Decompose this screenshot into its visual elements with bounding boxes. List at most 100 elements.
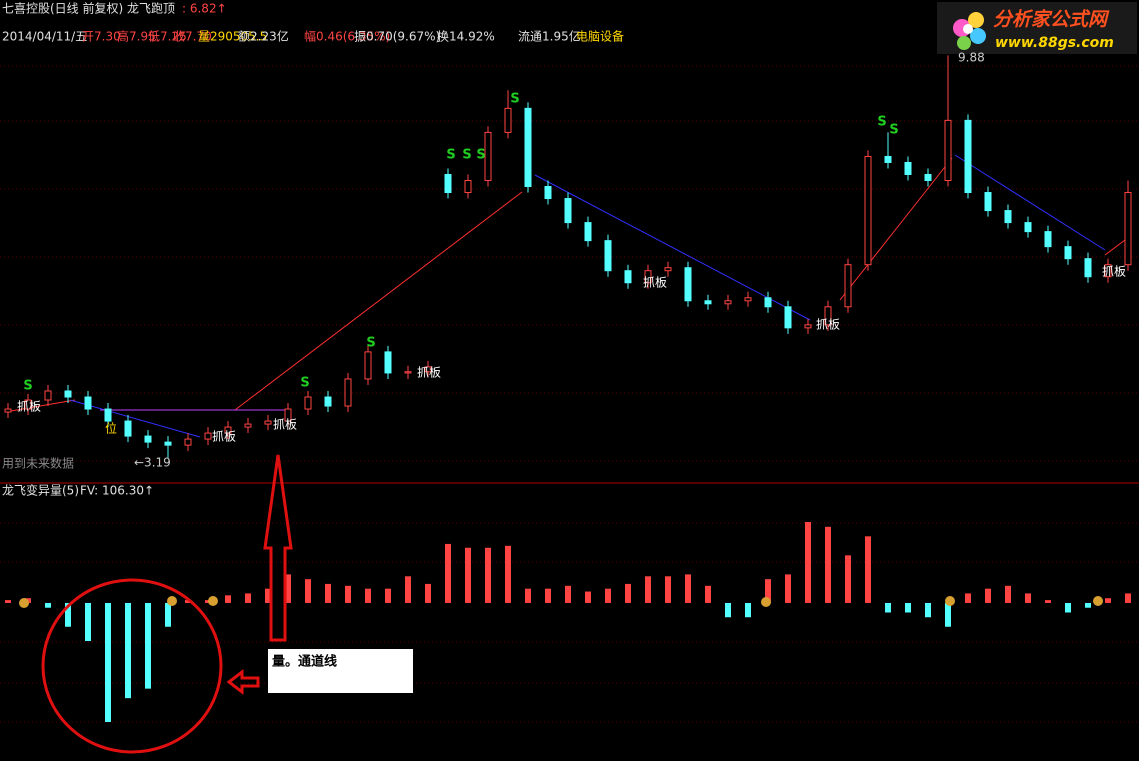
bar <box>125 602 131 699</box>
bar <box>705 585 711 603</box>
position-label: 位 <box>105 421 117 436</box>
candle-body <box>404 371 412 374</box>
candle-body <box>624 270 632 284</box>
info-item: 量290505.5 <box>198 30 267 44</box>
info-item: 高7.95 <box>117 29 156 44</box>
money-icons <box>19 596 1103 608</box>
low-label: ←3.19 <box>134 456 171 470</box>
info-item: 开7.30 <box>82 30 121 44</box>
bar <box>1085 602 1091 608</box>
candle-body <box>724 300 732 305</box>
candle-body <box>204 432 212 440</box>
bar <box>525 588 531 603</box>
signal: S <box>476 148 485 163</box>
bar <box>605 588 611 603</box>
info-item: 换14.92% <box>437 30 495 44</box>
bar <box>265 588 271 603</box>
signal: S <box>23 379 32 394</box>
candle-body <box>1104 264 1112 278</box>
bar <box>845 555 851 603</box>
bar <box>825 526 831 603</box>
bar <box>1025 593 1031 603</box>
candle-body <box>264 420 272 425</box>
bar <box>785 574 791 603</box>
candle-body <box>244 423 252 428</box>
candle-body <box>424 366 432 373</box>
bar <box>445 543 451 603</box>
bar <box>385 588 391 603</box>
bar <box>585 591 591 603</box>
bar <box>405 576 411 603</box>
bar <box>465 547 471 603</box>
bar <box>305 579 311 603</box>
indicator-value: FV: 106.30↑ <box>80 484 154 498</box>
candle-body <box>844 264 852 308</box>
info-item: 低7.25 <box>148 30 187 44</box>
bar <box>45 602 51 608</box>
candle-body <box>804 324 812 329</box>
candle-body <box>284 408 292 422</box>
bar <box>65 602 71 627</box>
bar <box>345 585 351 603</box>
candle-body <box>704 300 712 305</box>
bar <box>645 576 651 603</box>
chart-title: 七喜控股(日线 前复权) 龙飞跑顶 <box>2 1 175 16</box>
signal: S <box>877 115 886 130</box>
note: 量。通道线 <box>272 654 337 670</box>
candle-body <box>324 396 332 407</box>
signal: S <box>889 123 898 138</box>
bar <box>545 588 551 603</box>
signal: S <box>510 92 519 107</box>
candle-body <box>924 173 932 182</box>
signal: S <box>366 336 375 351</box>
candle-body <box>984 192 992 212</box>
bar <box>1065 602 1071 613</box>
candle-body <box>524 107 532 188</box>
candle-body <box>1064 246 1072 260</box>
signal: S <box>300 376 309 391</box>
candle-body <box>604 240 612 272</box>
candle-body <box>44 390 52 401</box>
bar <box>5 600 11 603</box>
bar <box>665 576 671 603</box>
bar <box>985 588 991 603</box>
candle-body <box>484 131 492 182</box>
bar <box>1005 585 1011 603</box>
logo: 分析家公式网 www.88gs.com <box>937 2 1137 54</box>
candle-body <box>1124 192 1132 266</box>
candle-body <box>464 180 472 194</box>
candle-body <box>224 426 232 434</box>
candle-body <box>584 222 592 242</box>
info-bar: 2014/04/11/五开7.30高7.95低7.25收7.70量290505.… <box>2 29 624 44</box>
bar <box>685 574 691 603</box>
candle-body <box>564 198 572 224</box>
candle-body <box>1044 231 1052 248</box>
bar <box>145 602 151 689</box>
channel-lines <box>4 154 1126 438</box>
candle-body <box>904 161 912 175</box>
bar <box>565 585 571 603</box>
buy-label: 抓板 <box>212 430 236 444</box>
bar <box>285 574 291 603</box>
candle-body <box>824 306 832 326</box>
bar <box>745 602 751 618</box>
candle-body <box>1024 222 1032 233</box>
bar <box>945 602 951 627</box>
candle-body <box>644 270 652 284</box>
bar <box>425 583 431 603</box>
candle-body <box>764 297 772 308</box>
info-item: 振0.70(9.67%) <box>354 30 440 44</box>
candle-body <box>884 155 892 163</box>
buy-label: 抓板 <box>1102 265 1126 279</box>
indicator-title: 龙飞变异量(5) <box>2 483 79 498</box>
candle-body <box>544 186 552 200</box>
candle-body <box>664 267 672 272</box>
buy-label: 抓板 <box>417 366 441 380</box>
signal: S <box>462 148 471 163</box>
candle-body <box>964 119 972 194</box>
candle-body <box>684 267 692 302</box>
info-item: 电脑设备 <box>576 30 624 44</box>
